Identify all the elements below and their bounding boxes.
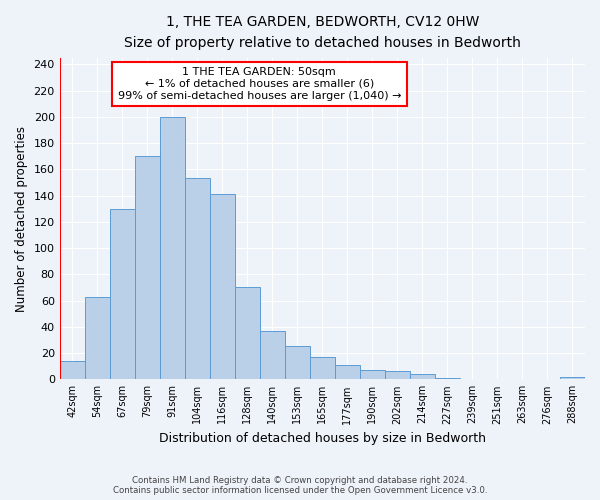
Bar (85, 296, 110, 380)
Bar (235, 288, 260, 380)
Bar (385, 372, 410, 380)
Bar (210, 194, 235, 380)
Bar (135, 156, 160, 380)
Bar (285, 346, 310, 380)
Bar (360, 370, 385, 380)
Y-axis label: Number of detached properties: Number of detached properties (15, 126, 28, 312)
Bar (160, 117, 185, 380)
Bar (335, 365, 360, 380)
Text: Contains HM Land Registry data © Crown copyright and database right 2024.
Contai: Contains HM Land Registry data © Crown c… (113, 476, 487, 495)
Bar (560, 376, 585, 380)
Bar (110, 208, 135, 380)
Bar (410, 374, 435, 380)
Bar (260, 330, 285, 380)
X-axis label: Distribution of detached houses by size in Bedworth: Distribution of detached houses by size … (159, 432, 486, 445)
Text: 1 THE TEA GARDEN: 50sqm
← 1% of detached houses are smaller (6)
99% of semi-deta: 1 THE TEA GARDEN: 50sqm ← 1% of detached… (118, 68, 401, 100)
Bar (310, 357, 335, 380)
Bar (185, 178, 210, 380)
Bar (59, 361, 85, 380)
Title: 1, THE TEA GARDEN, BEDWORTH, CV12 0HW
Size of property relative to detached hous: 1, THE TEA GARDEN, BEDWORTH, CV12 0HW Si… (124, 15, 521, 50)
Bar (435, 378, 460, 380)
